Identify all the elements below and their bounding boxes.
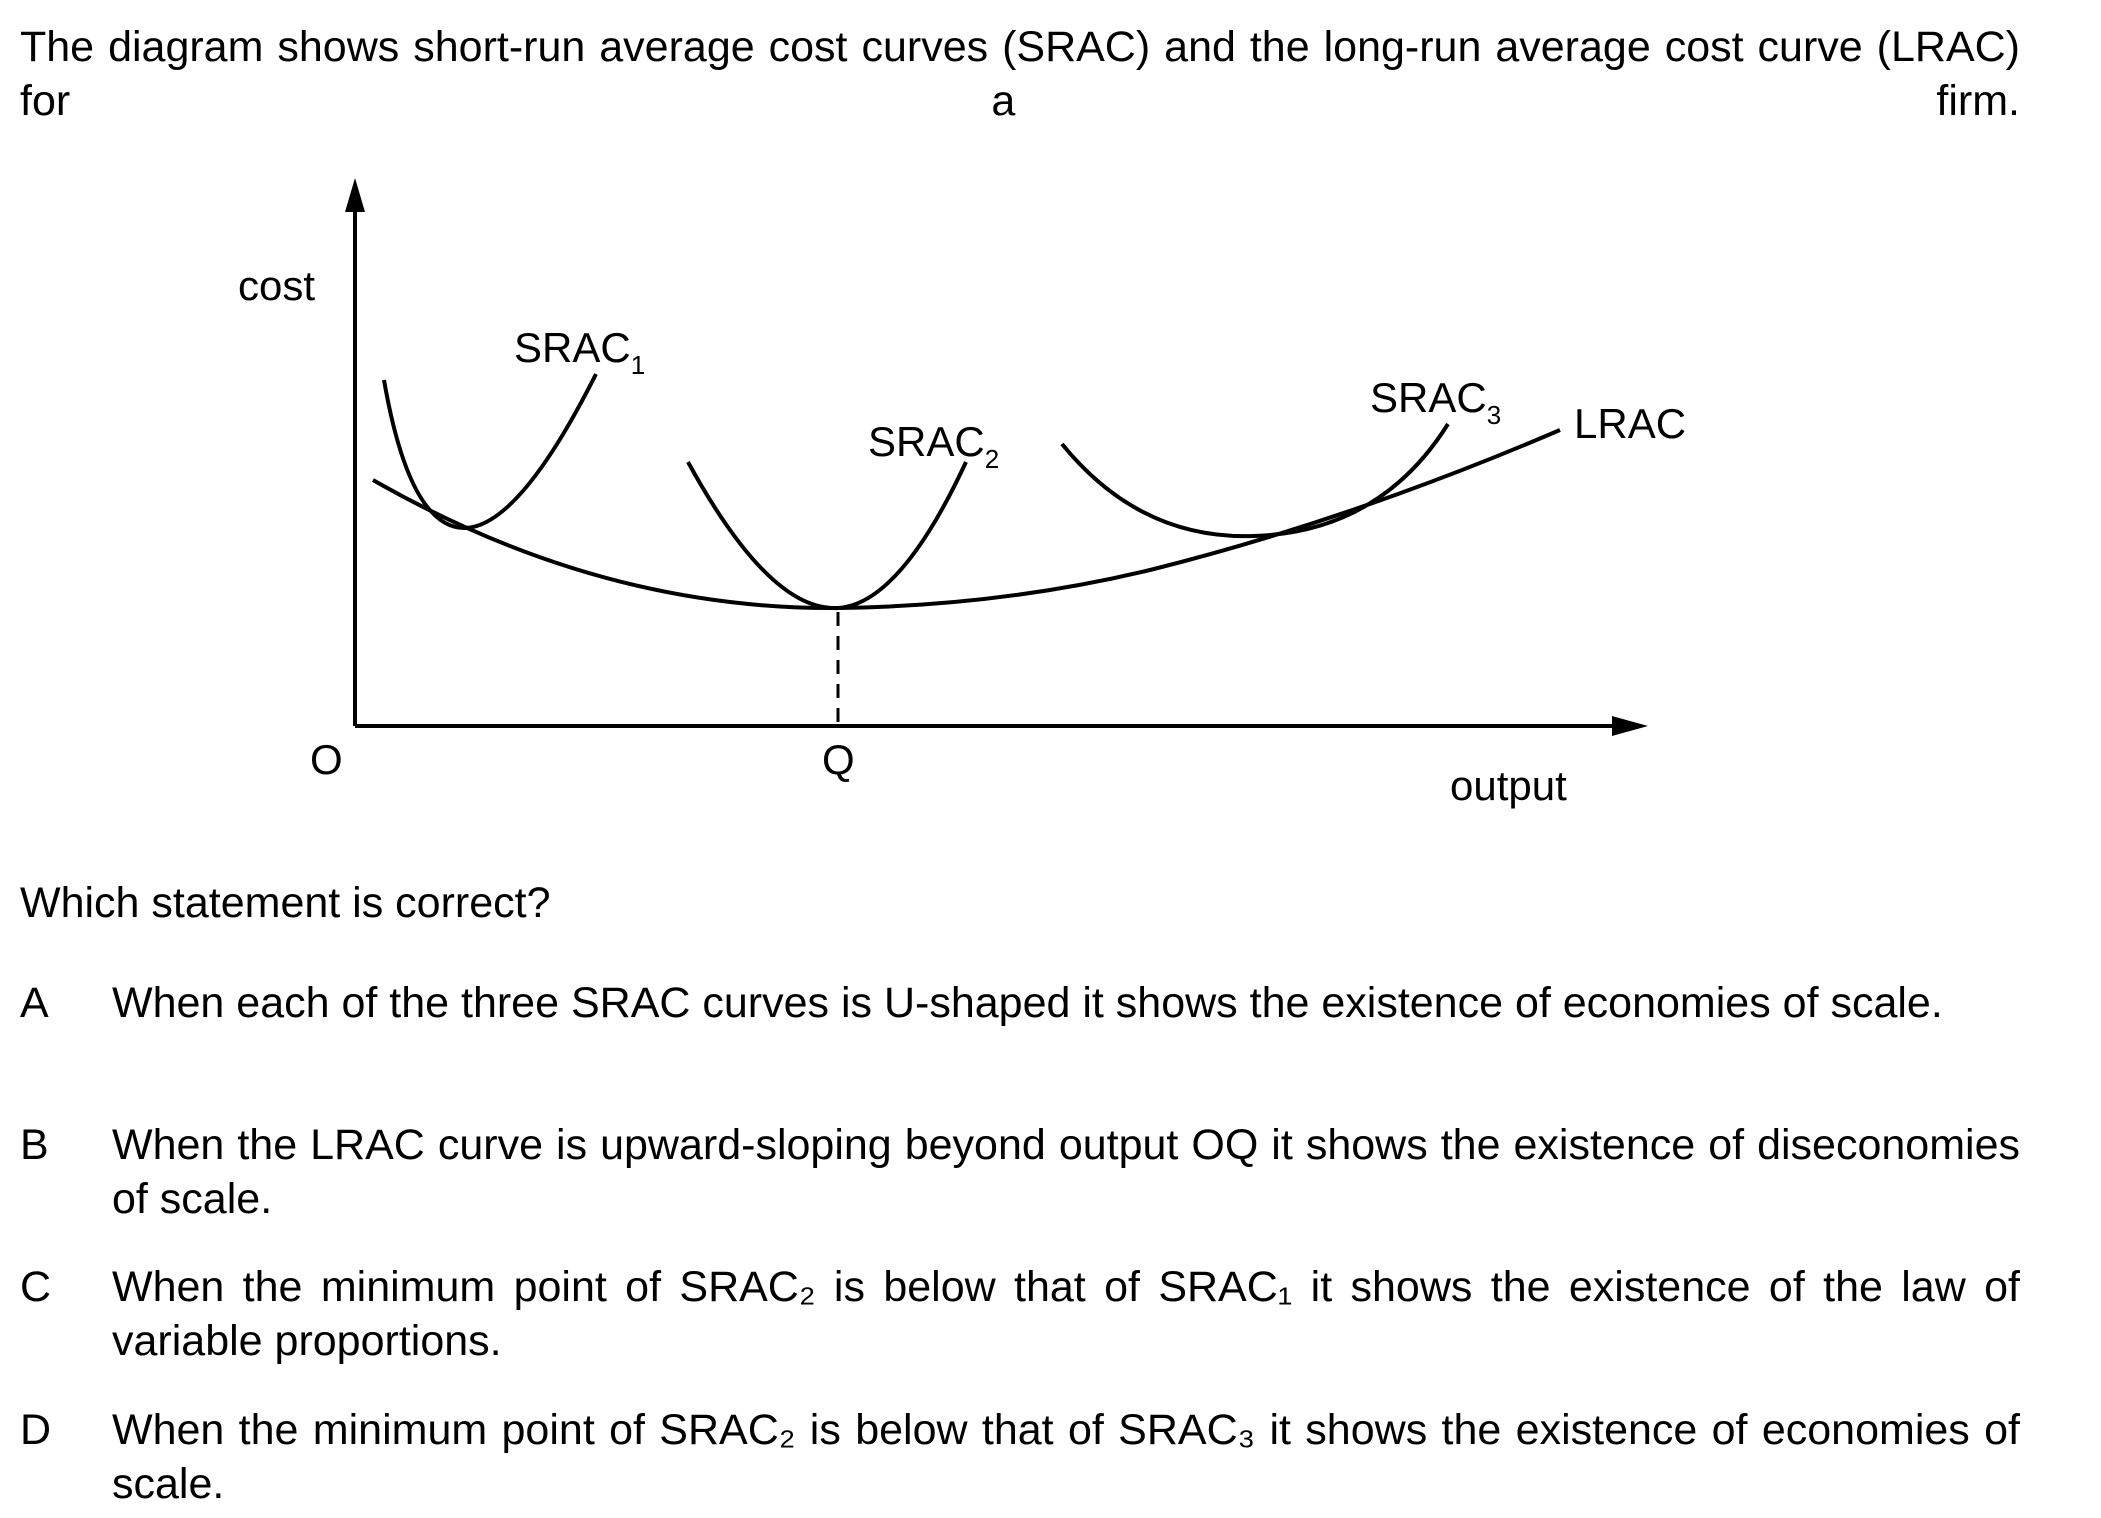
srac3-label: SRAC3 [1370,374,1501,430]
y-axis-label: cost [238,262,315,309]
srac2-label: SRAC2 [868,418,999,474]
srac2-label-sub: 2 [985,444,999,474]
option-letter: C [20,1263,52,1311]
x-axis-arrow [1612,716,1648,736]
intro-text: The diagram shows short-run average cost… [20,20,2020,182]
option-text: When the minimum point of SRAC₂ is below… [112,1406,2020,1508]
srac1-label-base: SRAC [514,324,631,371]
intro-sentence: The diagram shows short-run average cost… [20,23,2020,125]
origin-label: O [310,736,343,783]
option-text: When the LRAC curve is upward-sloping be… [112,1121,2020,1223]
srac1-label-sub: 1 [631,350,645,380]
y-axis-arrow [345,178,365,212]
srac3-label-base: SRAC [1370,374,1487,421]
option-letter: A [20,979,49,1027]
option-letter: D [20,1406,52,1454]
srac2-label-base: SRAC [868,418,985,465]
srac2-curve [686,461,968,611]
q-label: Q [822,736,855,783]
lrac-label: LRAC [1574,400,1686,447]
x-axis-label: output [1450,762,1567,809]
srac3-label-sub: 3 [1487,400,1501,430]
option-letter: B [20,1121,49,1169]
srac1-curve [382,373,598,531]
option-text: When the minimum point of SRAC₂ is below… [112,1263,2020,1365]
option-text: When each of the three SRAC curves is U-… [112,979,1943,1027]
lrac-curve [372,428,1561,611]
srac1-label: SRAC1 [514,324,645,380]
question-prompt: Which statement is correct? [20,879,551,927]
srac3-curve [1060,422,1450,539]
